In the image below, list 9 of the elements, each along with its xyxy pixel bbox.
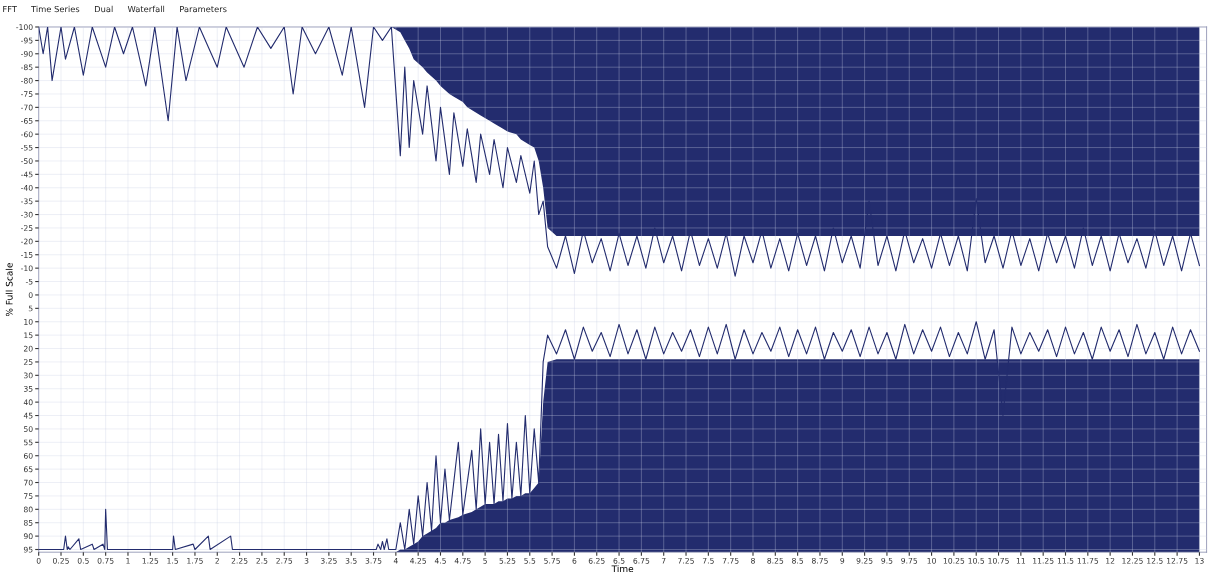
text: Parameters (180, 6, 227, 13)
text: Waterfall (127, 5, 165, 13)
text: Dual (94, 5, 113, 13)
y-axis-title: % Full Scale (5, 263, 13, 317)
line-series (38, 26, 1200, 277)
x-axis-title: Time (611, 565, 634, 573)
text: Time Series (31, 5, 80, 13)
text: FFT (3, 6, 17, 13)
line-series (38, 321, 1200, 551)
